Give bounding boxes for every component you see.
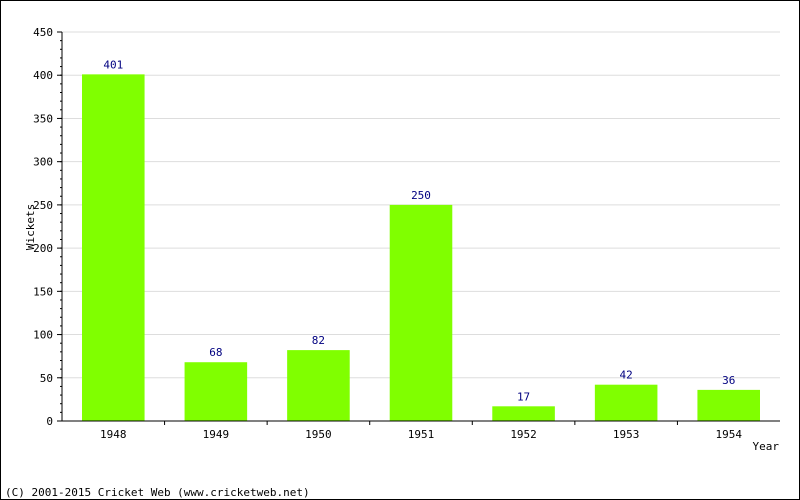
data-label: 82 [312, 334, 325, 347]
y-tick-label: 400 [33, 69, 53, 82]
x-tick-label: 1952 [510, 428, 537, 441]
data-label: 42 [620, 369, 633, 382]
data-label: 36 [722, 374, 735, 387]
y-tick-label: 250 [33, 199, 53, 212]
x-tick-label: 1954 [715, 428, 742, 441]
bar [594, 384, 658, 421]
y-tick-label: 50 [40, 372, 53, 385]
bar [492, 406, 555, 421]
x-axis-title: Year [753, 440, 780, 453]
bar [184, 362, 248, 421]
copyright-footer: (C) 2001-2015 Cricket Web (www.cricketwe… [5, 486, 310, 499]
y-tick-label: 300 [33, 156, 53, 169]
data-label: 17 [517, 390, 530, 403]
data-label: 401 [103, 58, 123, 71]
labels: 0 50 100 150 200 250 300 350 400 450 401 1948 68 1949… [33, 26, 742, 441]
axes [57, 31, 780, 425]
bar [697, 389, 760, 421]
x-tick-label: 1948 [100, 428, 127, 441]
bar [82, 74, 145, 421]
y-tick-label: 150 [33, 285, 53, 298]
x-tick-label: 1953 [613, 428, 640, 441]
y-tick-label: 0 [46, 415, 53, 428]
bar [287, 350, 350, 421]
y-tick-label: 350 [33, 112, 53, 125]
y-tick-label: 100 [33, 329, 53, 342]
bar-chart: 0 50 100 150 200 250 300 350 400 450 401 1948 68 1949… [24, 26, 780, 453]
y-tick-label: 200 [33, 242, 53, 255]
y-axis-title: Wickets [24, 204, 37, 250]
bars [82, 74, 760, 421]
x-tick-label: 1950 [305, 428, 332, 441]
data-label: 250 [411, 189, 431, 202]
data-label: 68 [209, 346, 222, 359]
x-tick-label: 1951 [408, 428, 435, 441]
x-tick-label: 1949 [203, 428, 230, 441]
bar [389, 204, 453, 421]
y-tick-label: 450 [33, 26, 53, 39]
